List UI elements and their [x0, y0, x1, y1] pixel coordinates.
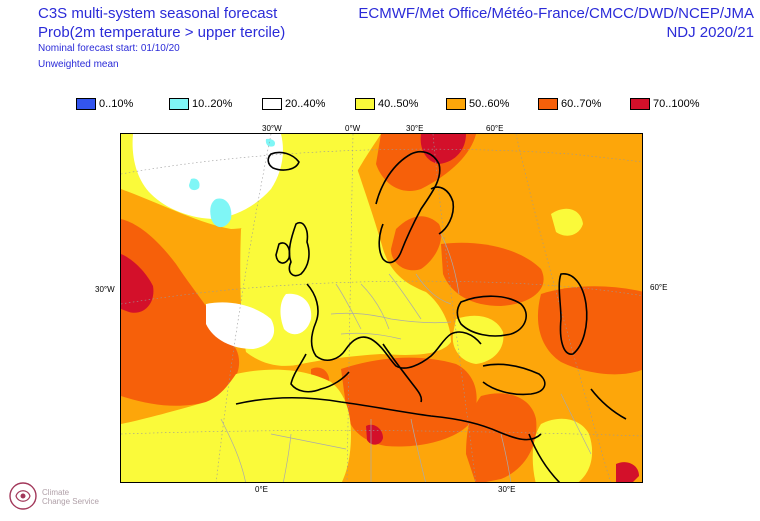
coastline-north-africa: [235, 396, 542, 441]
legend-label-2: 20..40%: [285, 98, 326, 110]
border-line: [283, 433, 292, 482]
coastline-finland: [430, 186, 455, 235]
legend-item-5: 60..70%: [538, 96, 601, 112]
legend-swatch-2: [262, 98, 282, 110]
border-line: [220, 418, 246, 482]
legend-swatch-4: [446, 98, 466, 110]
coastline-anatolia: [482, 363, 546, 396]
border-line: [560, 393, 592, 455]
legend-swatch-1: [169, 98, 189, 110]
top-label-30w: 30°W: [262, 124, 282, 133]
legend-item-2: 20..40%: [262, 96, 325, 112]
region-60-70-east: [441, 242, 544, 306]
logo-line-1: Climate: [42, 488, 70, 497]
region-70-100-atlantic: [121, 254, 154, 313]
chart-title: C3S multi-system seasonal forecast: [38, 5, 278, 22]
coastlines: [235, 150, 627, 482]
region-70-100-east: [616, 462, 639, 482]
chart-subtitle: Prob(2m temperature > upper tercile): [38, 24, 286, 41]
region-20-40-iberia: [280, 293, 312, 335]
legend-swatch-0: [76, 98, 96, 110]
top-label-60e: 60°E: [486, 124, 504, 133]
graticule-line: [432, 134, 477, 482]
legend-item-0: 0..10%: [76, 96, 133, 112]
forecast-map: [120, 133, 643, 483]
coastline-gulf: [590, 388, 627, 420]
legend-item-6: 70..100%: [630, 96, 699, 112]
border-line: [410, 418, 426, 482]
border-line: [440, 233, 460, 295]
legend-item-1: 10..20%: [169, 96, 232, 112]
bottom-label-30e: 30°E: [498, 485, 516, 494]
coastline-italy: [382, 343, 423, 403]
coastline-ireland: [275, 242, 291, 264]
season-label: NDJ 2020/21: [666, 24, 754, 41]
bottom-label-0e: 0°E: [255, 485, 268, 494]
coastline-caspian: [558, 273, 588, 355]
legend-label-3: 40..50%: [378, 98, 419, 110]
legend-item-4: 50..60%: [446, 96, 509, 112]
title-block: C3S multi-system seasonal forecast Prob(…: [38, 4, 285, 72]
legend-swatch-5: [538, 98, 558, 110]
top-label-30e: 30°E: [406, 124, 424, 133]
coastline-scandinavia: [375, 150, 441, 264]
border-line: [388, 273, 422, 320]
border-line: [340, 332, 402, 340]
legend-swatch-3: [355, 98, 375, 110]
legend-label-5: 60..70%: [561, 98, 602, 110]
region-60-70-scandinavia: [391, 216, 442, 271]
right-label-60e: 60°E: [650, 283, 668, 292]
coastline-iceland: [267, 151, 300, 171]
climate-logo-icon: [9, 482, 37, 510]
systems-list: ECMWF/Met Office/Météo-France/CMCC/DWD/N…: [358, 5, 754, 22]
border-line: [360, 283, 390, 330]
legend-label-0: 0..10%: [99, 98, 134, 110]
left-label-30w: 30°W: [95, 285, 115, 294]
region-70-100-libya: [366, 424, 383, 445]
legend-label-1: 10..20%: [192, 98, 233, 110]
region-70-100-north: [420, 134, 466, 164]
coastline-black-sea: [456, 295, 527, 337]
border-line: [270, 433, 347, 450]
region-60-70-mediterranean: [341, 357, 477, 447]
top-label-0w: 0°W: [345, 124, 361, 133]
forecast-start: Nominal forecast start: 01/10/20: [38, 43, 180, 54]
region-60-70-russia: [538, 286, 642, 375]
coastline-red-sea: [528, 433, 561, 482]
border-line: [415, 273, 452, 305]
region-10-20-3: [265, 138, 276, 147]
region-20-40-atlantic-tongue: [206, 302, 275, 349]
legend-swatch-6: [630, 98, 650, 110]
copernicus-logo: Climate Change Service: [4, 474, 114, 518]
logo-line-2: Change Service: [42, 497, 99, 506]
map-svg: [121, 134, 642, 482]
logo-text: Climate Change Service: [42, 488, 99, 506]
region-20-40-greenland: [132, 134, 283, 219]
graticule-line: [121, 280, 642, 305]
coastline-iberia: [290, 353, 350, 393]
border-line: [330, 312, 452, 324]
region-60-70-middleeast: [466, 393, 537, 482]
coastline-europe: [306, 283, 482, 369]
legend-label-6: 70..100%: [653, 98, 700, 110]
region-10-20-2: [189, 178, 200, 191]
region-10-20-1: [210, 198, 232, 228]
region-40-50-middleeast: [532, 418, 593, 482]
borders: [220, 233, 592, 482]
systems-block: ECMWF/Met Office/Météo-France/CMCC/DWD/N…: [358, 4, 754, 42]
graticule-line: [215, 134, 272, 482]
legend-item-3: 40..50%: [355, 96, 418, 112]
legend-label-4: 50..60%: [469, 98, 510, 110]
mean-type: Unweighted mean: [38, 59, 119, 70]
border-line: [500, 433, 512, 482]
region-60-70-atlantic: [121, 219, 240, 406]
region-40-50-east-north: [551, 208, 583, 236]
border-line: [335, 283, 362, 330]
